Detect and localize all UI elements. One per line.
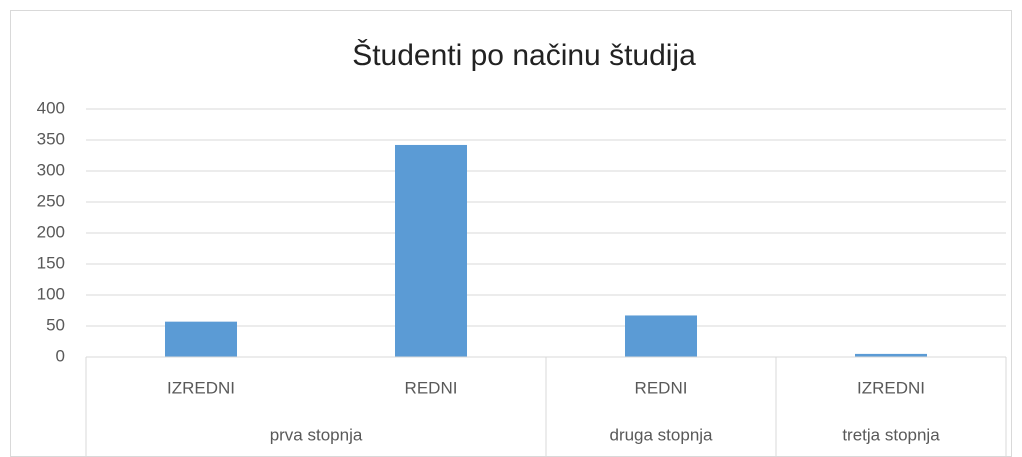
bar [165, 321, 237, 357]
y-tick-label: 100 [37, 284, 65, 303]
group-label: prva stopnja [270, 425, 363, 444]
y-tick-label: 300 [37, 160, 65, 179]
x-tick-label: IZREDNI [857, 378, 925, 397]
y-tick-label: 150 [37, 253, 65, 272]
x-tick-label: REDNI [635, 378, 688, 397]
y-tick-label: 0 [56, 346, 65, 365]
y-tick-label: 200 [37, 222, 65, 241]
group-label: tretja stopnja [842, 425, 940, 444]
chart-title: Študenti po načinu študija [352, 38, 696, 72]
y-tick-label: 400 [37, 98, 65, 117]
bar [855, 353, 927, 357]
bar [625, 315, 697, 357]
y-tick-label: 250 [37, 191, 65, 210]
bar [395, 144, 467, 357]
y-tick-label: 50 [46, 315, 65, 334]
group-label: druga stopnja [609, 425, 713, 444]
x-tick-label: REDNI [405, 378, 458, 397]
x-tick-label: IZREDNI [167, 378, 235, 397]
y-tick-label: 350 [37, 129, 65, 148]
